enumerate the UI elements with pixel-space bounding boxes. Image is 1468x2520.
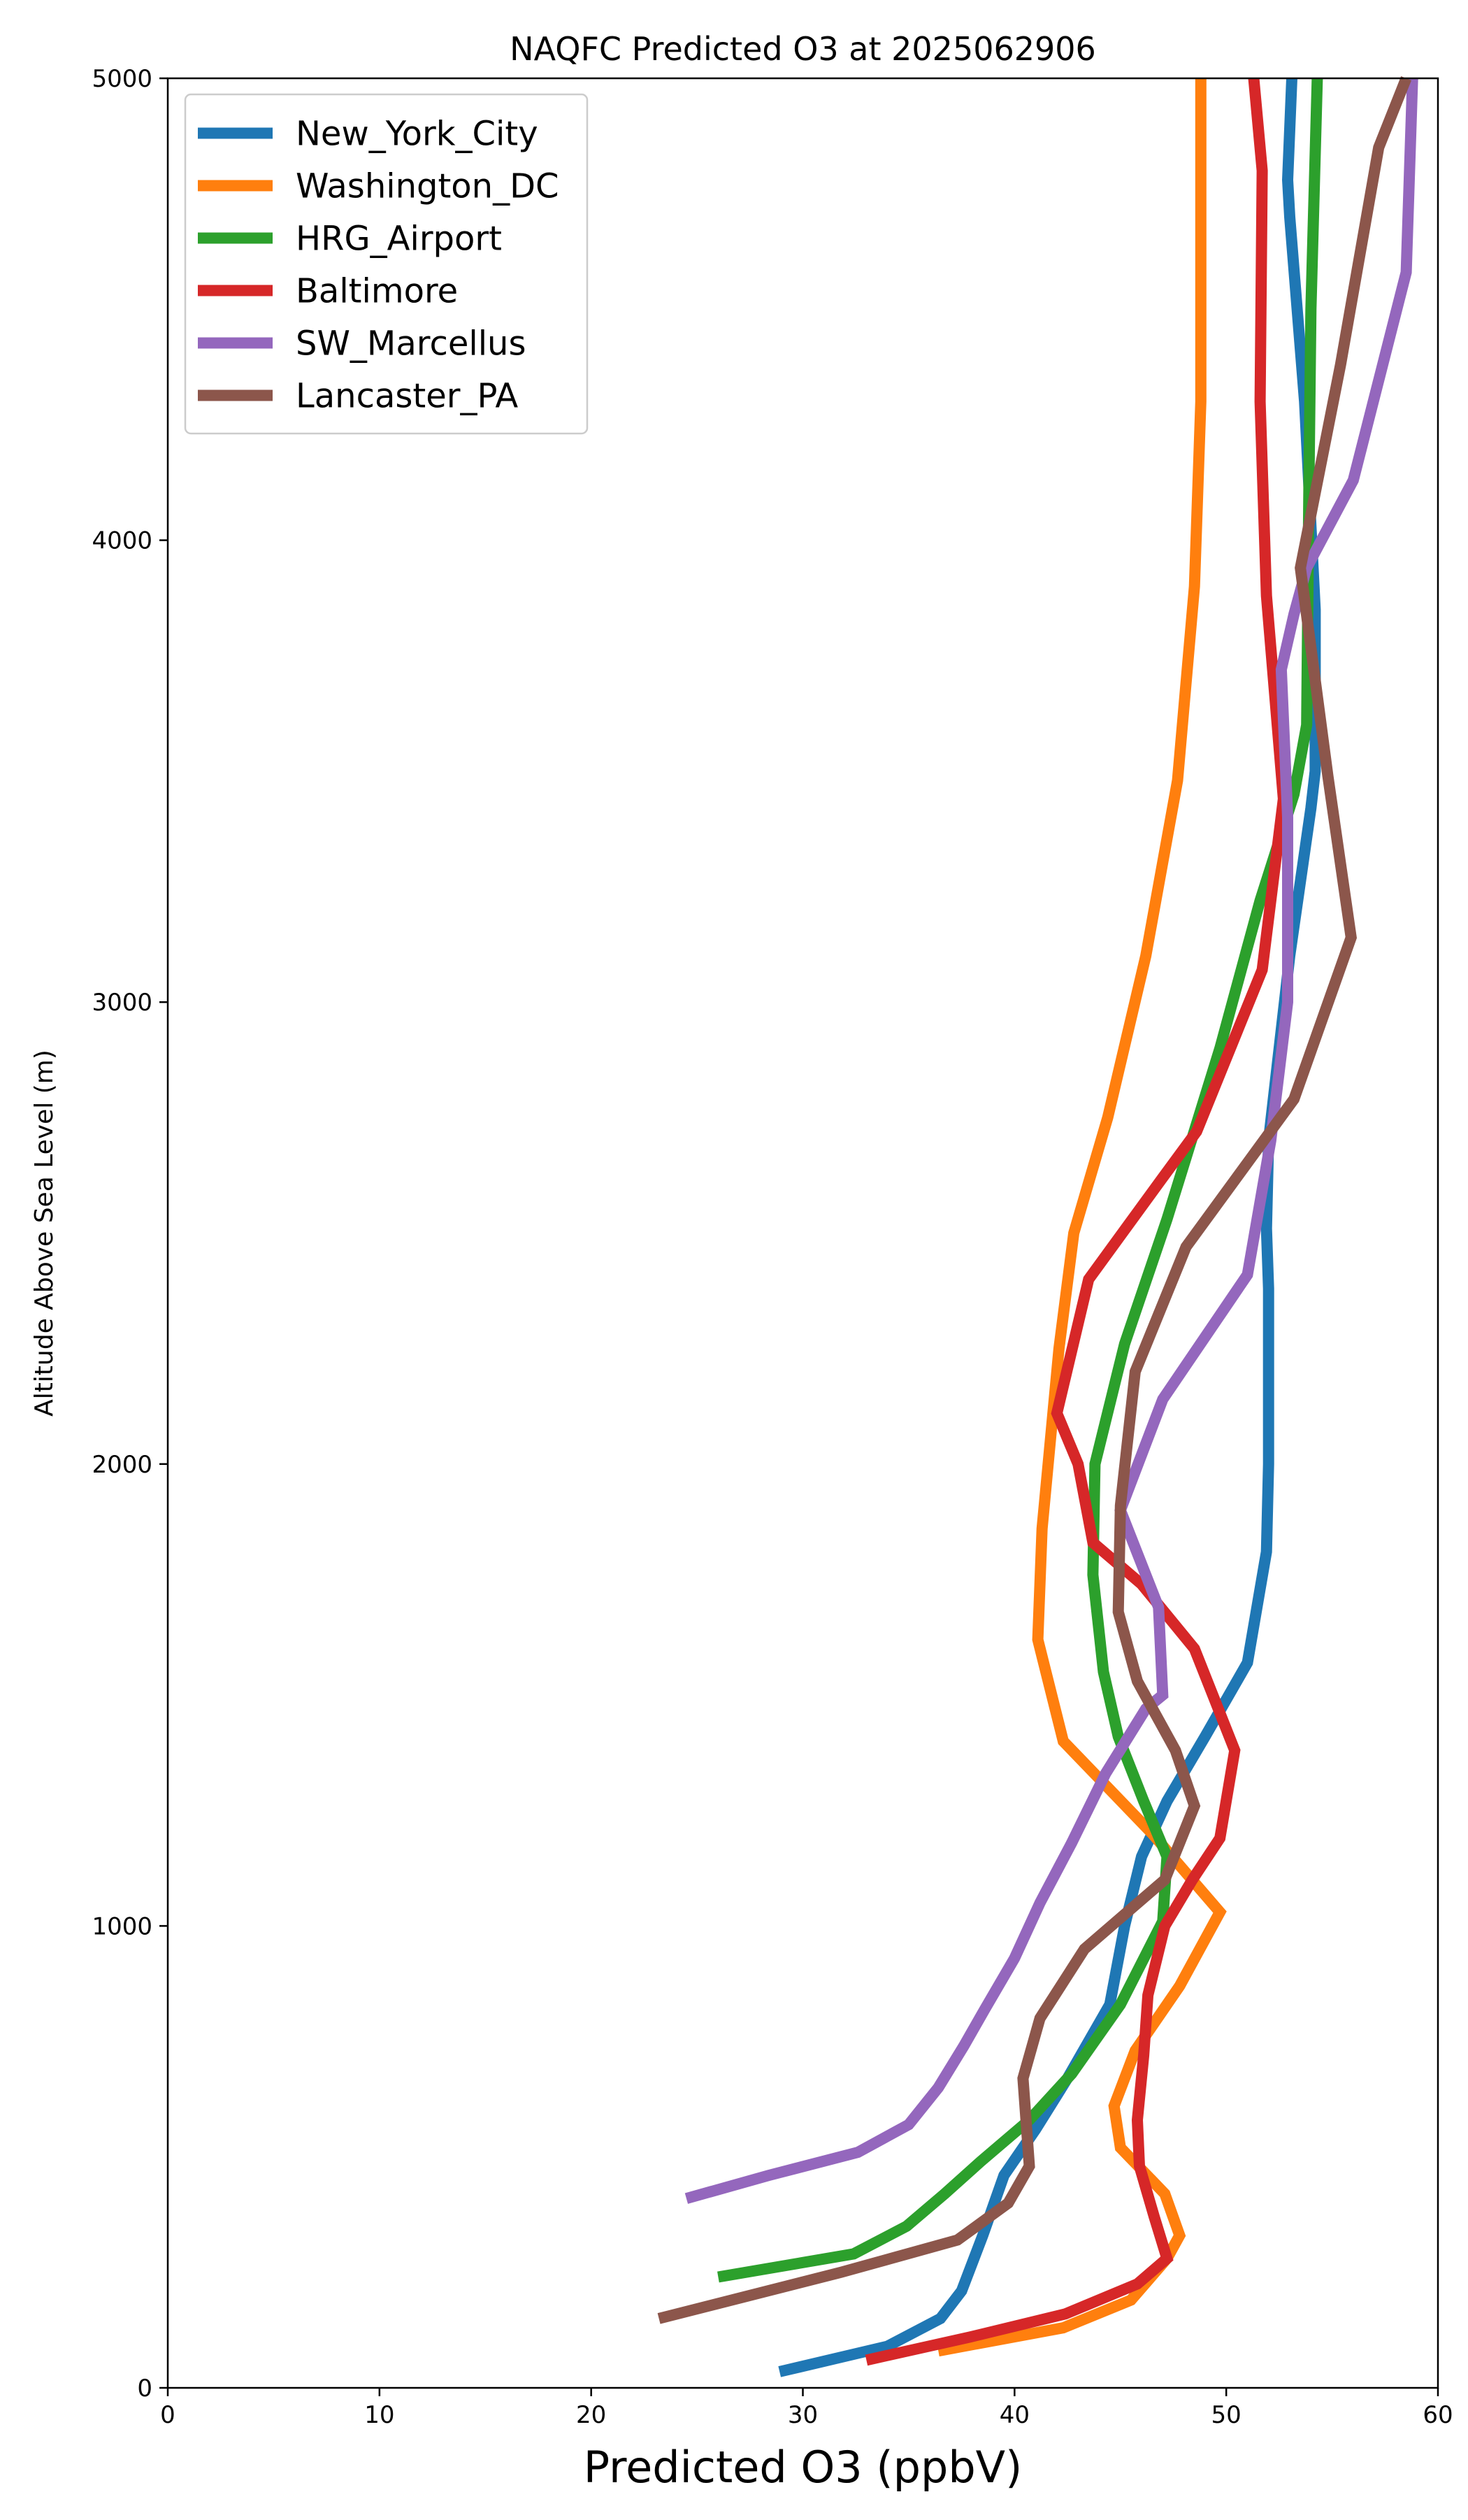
x-axis: 0 10 20 30 40 50 60 [160,2388,1453,2429]
x-tick-label: 50 [1211,2401,1242,2429]
y-tick-label: 5000 [92,65,152,93]
y-tick-label: 4000 [92,527,152,555]
legend-item: HRG_Airport [198,220,502,259]
legend-item: SW_Marcellus [198,324,526,364]
x-tick-label: 60 [1423,2401,1453,2429]
series-line-lancaster-pa [657,76,1412,2324]
y-tick-label: 3000 [92,989,152,1017]
y-tick-label: 1000 [92,1912,152,1940]
legend-label: Lancaster_PA [296,377,518,416]
x-tick-label: 10 [364,2401,394,2429]
y-tick-label: 0 [137,2375,152,2403]
x-tick-label: 0 [160,2401,175,2429]
series-layer [657,76,1418,2377]
chart-title: NAQFC Predicted O3 at 2025062906 [510,30,1096,68]
legend: New_York_City Washington_DC HRG_Airport Bal… [184,93,589,435]
legend-item: New_York_City [198,115,538,154]
legend-label: HRG_Airport [296,220,502,259]
x-axis-label: Predicted O3 (ppbV) [584,2442,1023,2493]
series-line-sw-marcellus [684,78,1418,2204]
legend-box [184,93,589,435]
legend-label: Washington_DC [296,167,559,206]
x-tick-label: 40 [1000,2401,1030,2429]
legend-label: New_York_City [296,115,538,154]
series-line-baltimore [865,78,1289,2366]
x-tick-label: 20 [576,2401,606,2429]
legend-label: Baltimore [296,272,458,311]
legend-item: Washington_DC [198,167,559,206]
legend-item: Baltimore [198,272,458,311]
y-axis: 0 1000 2000 3000 4000 5000 [92,65,168,2403]
series-line-hrg-airport [717,78,1323,2283]
y-axis-label: Altitude Above Sea Level (m) [30,1050,59,1417]
y-tick-label: 2000 [92,1451,152,1479]
legend-label: SW_Marcellus [296,324,526,364]
legend-item: Lancaster_PA [198,377,518,416]
x-tick-label: 30 [788,2401,818,2429]
